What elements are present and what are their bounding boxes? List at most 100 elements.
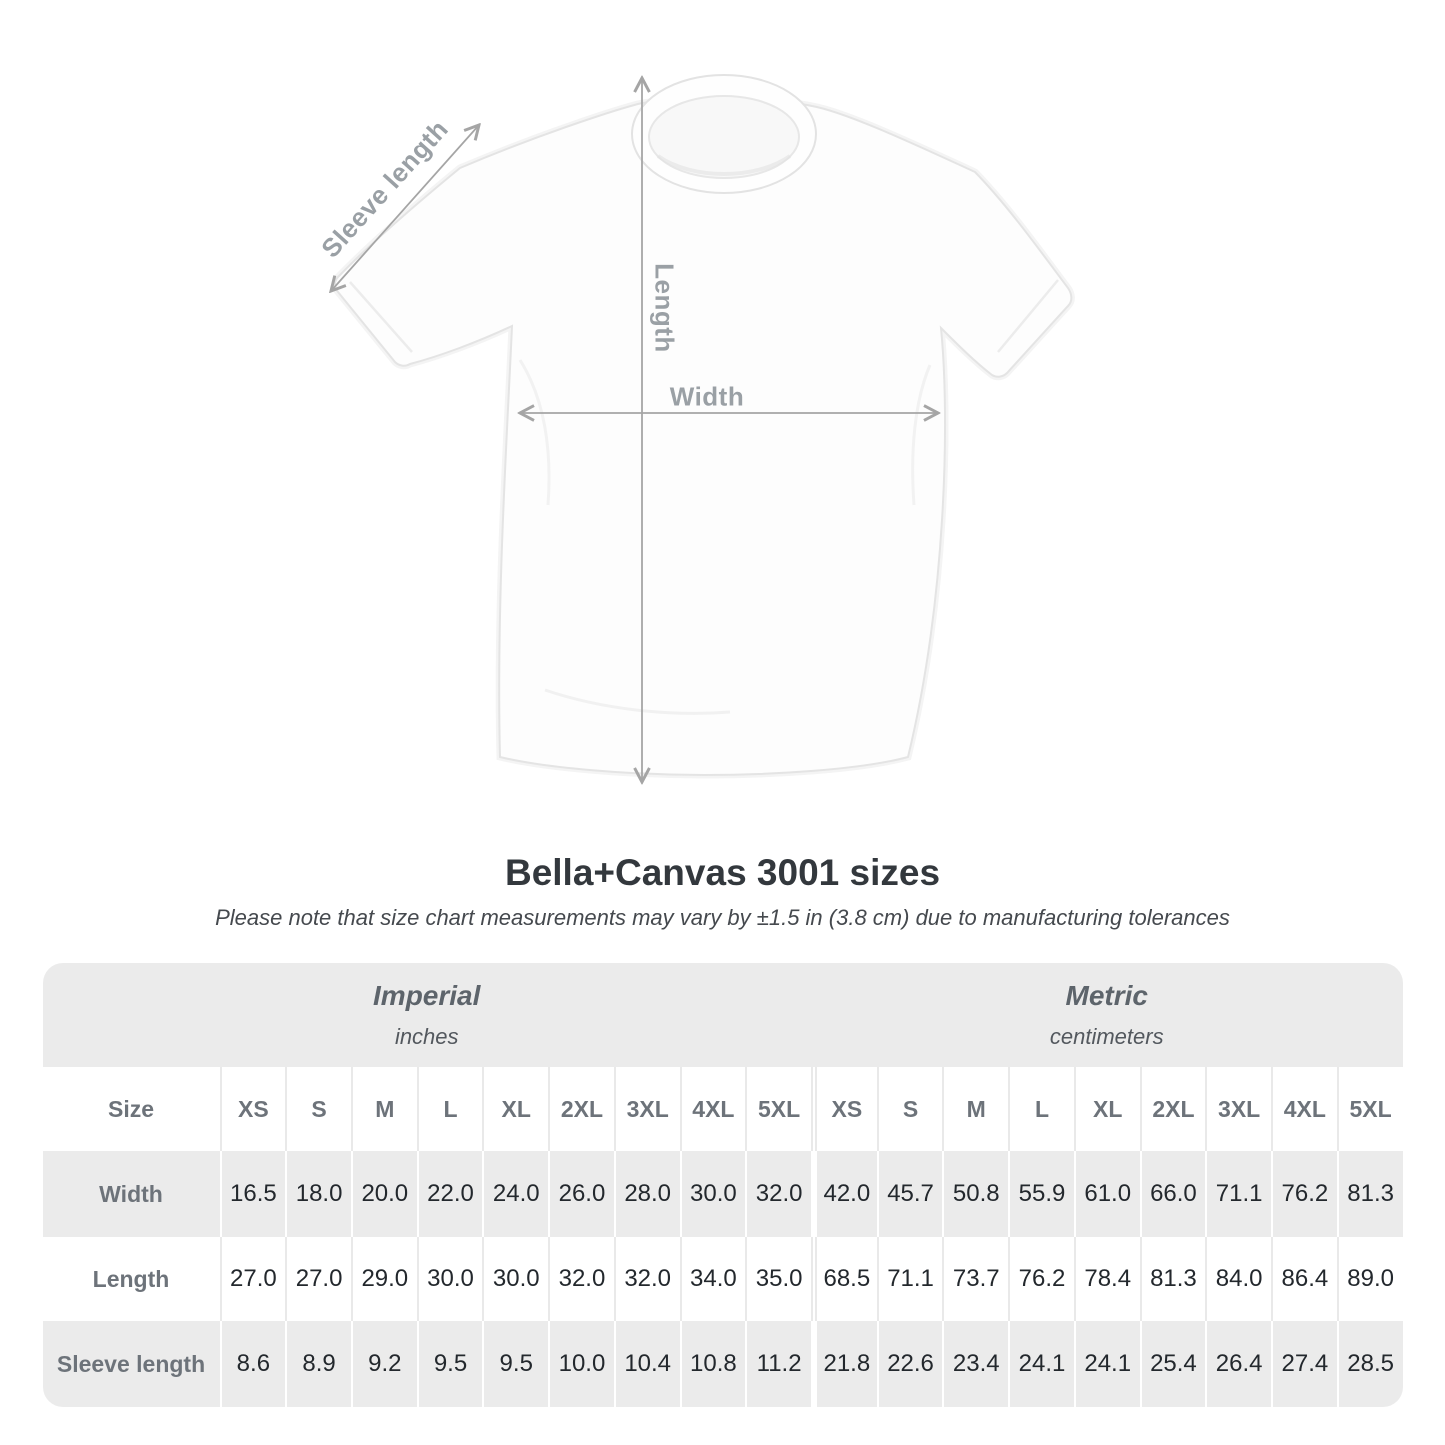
cell-metric-xl: 24.1 bbox=[1073, 1321, 1140, 1407]
cell-imperial-xl: 9.5 bbox=[482, 1321, 549, 1407]
section-unit: centimeters bbox=[1049, 1024, 1164, 1049]
size-col-imperial-l: L bbox=[416, 1067, 483, 1151]
cell-metric-m: 23.4 bbox=[942, 1321, 1009, 1407]
cell-imperial-4xl: 10.8 bbox=[679, 1321, 746, 1407]
cell-imperial-5xl: 11.2 bbox=[745, 1321, 811, 1407]
sleeve-arrow bbox=[331, 125, 479, 291]
cell-imperial-4xl: 30.0 bbox=[679, 1151, 746, 1237]
size-col-imperial-4xl: 4XL bbox=[679, 1067, 746, 1151]
size-col-metric-5xl: 5XL bbox=[1336, 1067, 1403, 1151]
section-header-imperial: Imperial inches bbox=[42, 963, 811, 1067]
cell-imperial-l: 30.0 bbox=[416, 1237, 483, 1321]
cell-metric-5xl: 81.3 bbox=[1336, 1151, 1403, 1237]
cell-imperial-s: 18.0 bbox=[285, 1151, 351, 1237]
cell-metric-3xl: 84.0 bbox=[1205, 1237, 1271, 1321]
cell-imperial-xs: 27.0 bbox=[219, 1237, 286, 1321]
cell-imperial-s: 27.0 bbox=[285, 1237, 351, 1321]
cell-metric-2xl: 25.4 bbox=[1139, 1321, 1206, 1407]
cell-metric-m: 50.8 bbox=[942, 1151, 1009, 1237]
size-col-metric-s: S bbox=[876, 1067, 943, 1151]
cell-imperial-xs: 16.5 bbox=[219, 1151, 286, 1237]
row-label: Length bbox=[42, 1237, 220, 1321]
width-label: Width bbox=[669, 381, 745, 412]
cell-imperial-xs: 8.6 bbox=[219, 1321, 286, 1407]
cell-metric-l: 24.1 bbox=[1008, 1321, 1074, 1407]
cell-metric-s: 45.7 bbox=[876, 1151, 943, 1237]
cell-metric-l: 76.2 bbox=[1008, 1237, 1074, 1321]
size-corner-label: Size bbox=[42, 1067, 220, 1151]
tolerance-note: Please note that size chart measurements… bbox=[215, 905, 1230, 930]
size-col-imperial-3xl: 3XL bbox=[613, 1067, 680, 1151]
table-row-width: Width 16.5 18.0 20.0 22.0 24.0 26.0 28.0 30.0 32.… bbox=[42, 1151, 1403, 1237]
length-label: Length bbox=[649, 263, 680, 353]
page-title: Bella+Canvas 3001 sizes bbox=[504, 852, 941, 893]
tshirt-body bbox=[334, 98, 1073, 777]
wrinkle bbox=[911, 364, 932, 506]
size-col-metric-m: M bbox=[942, 1067, 1009, 1151]
size-col-imperial-m: M bbox=[350, 1067, 417, 1151]
cell-metric-xl: 61.0 bbox=[1073, 1151, 1140, 1237]
size-chart-table: Imperial inches Metric centimeters Size XS S M L… bbox=[42, 963, 1403, 1407]
cell-metric-3xl: 26.4 bbox=[1205, 1321, 1271, 1407]
size-col-metric-l: L bbox=[1008, 1067, 1074, 1151]
size-chart-table-wrap: Imperial inches Metric centimeters Size XS S M L… bbox=[42, 963, 1403, 1407]
size-col-metric-3xl: 3XL bbox=[1205, 1067, 1271, 1151]
cell-imperial-5xl: 35.0 bbox=[745, 1237, 811, 1321]
section-name: Metric bbox=[1065, 980, 1148, 1011]
cell-imperial-m: 29.0 bbox=[350, 1237, 417, 1321]
cell-imperial-2xl: 32.0 bbox=[548, 1237, 614, 1321]
size-col-imperial-xl: XL bbox=[482, 1067, 549, 1151]
section-header-metric: Metric centimeters bbox=[810, 963, 1403, 1067]
right-cuff-seam bbox=[997, 279, 1059, 353]
cell-metric-5xl: 28.5 bbox=[1336, 1321, 1403, 1407]
cell-imperial-3xl: 28.0 bbox=[613, 1151, 680, 1237]
size-col-metric-2xl: 2XL bbox=[1139, 1067, 1206, 1151]
cell-metric-xs: 68.5 bbox=[810, 1237, 877, 1321]
size-col-imperial-2xl: 2XL bbox=[548, 1067, 614, 1151]
cell-metric-4xl: 27.4 bbox=[1271, 1321, 1337, 1407]
section-unit: inches bbox=[394, 1024, 459, 1049]
size-col-imperial-5xl: 5XL bbox=[745, 1067, 811, 1151]
cell-imperial-3xl: 10.4 bbox=[613, 1321, 680, 1407]
cell-metric-xl: 78.4 bbox=[1073, 1237, 1140, 1321]
size-col-metric-xs: XS bbox=[810, 1067, 877, 1151]
cell-imperial-m: 9.2 bbox=[350, 1321, 417, 1407]
cell-metric-m: 73.7 bbox=[942, 1237, 1009, 1321]
row-label: Sleeve length bbox=[42, 1321, 220, 1407]
table-row-length: Length 27.0 27.0 29.0 30.0 30.0 32.0 32.0 34.0 35… bbox=[42, 1237, 1403, 1321]
section-name: Imperial bbox=[373, 980, 481, 1011]
cell-metric-5xl: 89.0 bbox=[1336, 1237, 1403, 1321]
cell-imperial-4xl: 34.0 bbox=[679, 1237, 746, 1321]
size-col-metric-4xl: 4XL bbox=[1271, 1067, 1337, 1151]
cell-metric-3xl: 71.1 bbox=[1205, 1151, 1271, 1237]
collar-inner-shadow bbox=[656, 154, 792, 176]
table-row-sleeve-length: Sleeve length 8.6 8.9 9.2 9.5 9.5 10.0 10.4 10.8… bbox=[42, 1321, 1403, 1407]
cell-metric-4xl: 86.4 bbox=[1271, 1237, 1337, 1321]
cell-metric-2xl: 81.3 bbox=[1139, 1237, 1206, 1321]
size-col-metric-xl: XL bbox=[1073, 1067, 1140, 1151]
cell-metric-s: 71.1 bbox=[876, 1237, 943, 1321]
row-label: Width bbox=[42, 1151, 220, 1237]
cell-metric-s: 22.6 bbox=[876, 1321, 943, 1407]
tshirt-measurement-diagram: Sleeve length Length Width bbox=[0, 74, 1075, 832]
cell-metric-xs: 42.0 bbox=[810, 1151, 877, 1237]
cell-imperial-l: 9.5 bbox=[416, 1321, 483, 1407]
size-col-imperial-s: S bbox=[285, 1067, 351, 1151]
cell-imperial-s: 8.9 bbox=[285, 1321, 351, 1407]
cell-metric-4xl: 76.2 bbox=[1271, 1151, 1337, 1237]
cell-imperial-xl: 24.0 bbox=[482, 1151, 549, 1237]
cell-imperial-xl: 30.0 bbox=[482, 1237, 549, 1321]
cell-imperial-2xl: 10.0 bbox=[548, 1321, 614, 1407]
cell-imperial-5xl: 32.0 bbox=[745, 1151, 811, 1237]
cell-metric-2xl: 66.0 bbox=[1139, 1151, 1206, 1237]
cell-imperial-3xl: 32.0 bbox=[613, 1237, 680, 1321]
cell-imperial-2xl: 26.0 bbox=[548, 1151, 614, 1237]
size-col-imperial-xs: XS bbox=[219, 1067, 286, 1151]
cell-metric-xs: 21.8 bbox=[810, 1321, 877, 1407]
tshirt-illustration bbox=[0, 74, 1075, 832]
left-cuff-seam bbox=[349, 281, 413, 353]
cell-imperial-l: 22.0 bbox=[416, 1151, 483, 1237]
wrinkle bbox=[518, 359, 551, 506]
cell-metric-l: 55.9 bbox=[1008, 1151, 1074, 1237]
